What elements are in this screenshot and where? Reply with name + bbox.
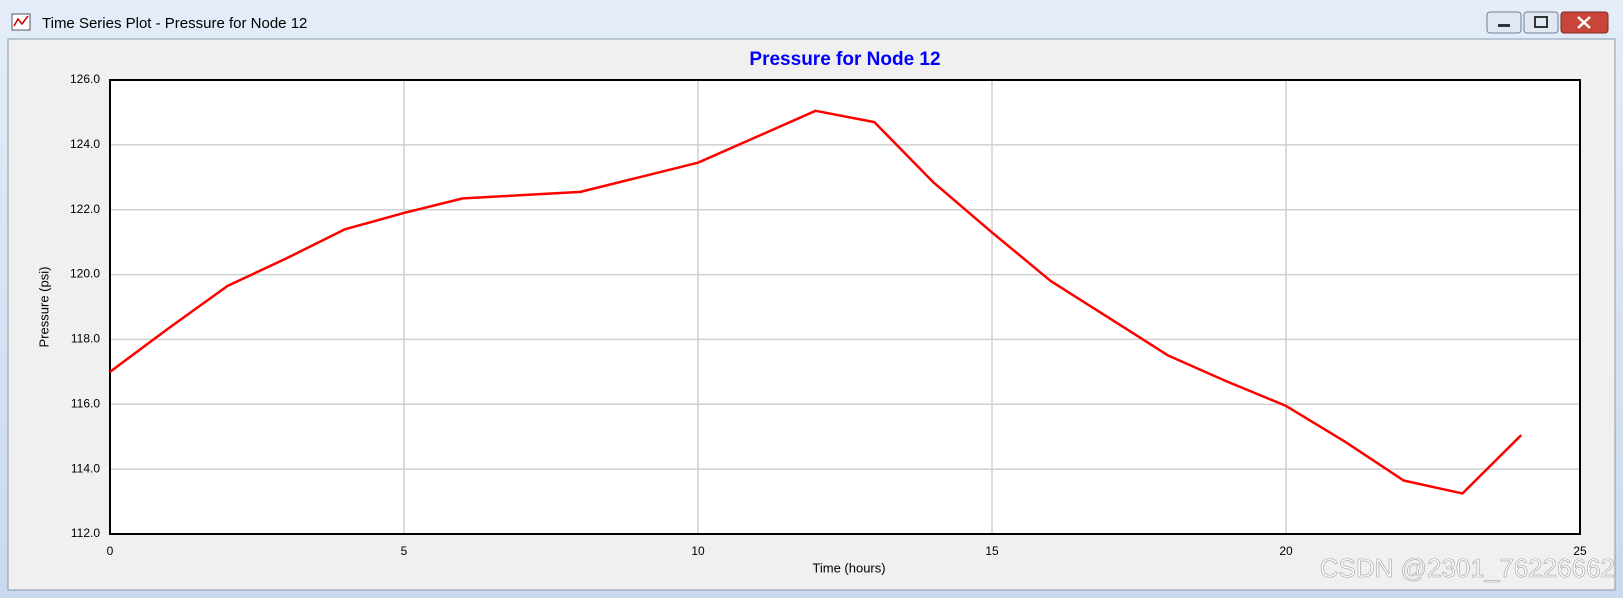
y-tick-label: 118.0 [71, 332, 100, 346]
x-tick-label: 20 [1279, 544, 1293, 558]
x-tick-label: 0 [107, 544, 114, 558]
y-tick-label: 122.0 [70, 202, 100, 216]
y-tick-label: 116.0 [71, 396, 100, 410]
y-tick-label: 120.0 [70, 267, 100, 281]
maximize-button[interactable] [1523, 11, 1559, 34]
y-tick-label: 126.0 [70, 72, 100, 86]
x-tick-label: 15 [985, 544, 999, 558]
plot-area [110, 80, 1580, 534]
data-line [109, 109, 1523, 495]
y-axis-label: Pressure (psi) [36, 267, 51, 348]
y-tick-label: 124.0 [70, 137, 100, 151]
y-tick-label: 114.0 [71, 461, 100, 475]
close-button[interactable] [1560, 11, 1609, 34]
minimize-button[interactable] [1486, 11, 1522, 34]
y-tick-label: 112.0 [71, 526, 100, 540]
window-icon [11, 13, 31, 31]
watermark: CSDN @2301_76226662 [1320, 553, 1615, 583]
x-axis-label: Time (hours) [812, 560, 885, 575]
x-tick-label: 5 [401, 544, 408, 558]
window-title: Time Series Plot - Pressure for Node 12 [42, 15, 307, 32]
chart-title: Pressure for Node 12 [749, 49, 940, 70]
x-tick-label: 10 [691, 544, 705, 558]
plot-border [109, 79, 1581, 535]
x-tick-label: 25 [1573, 544, 1587, 558]
